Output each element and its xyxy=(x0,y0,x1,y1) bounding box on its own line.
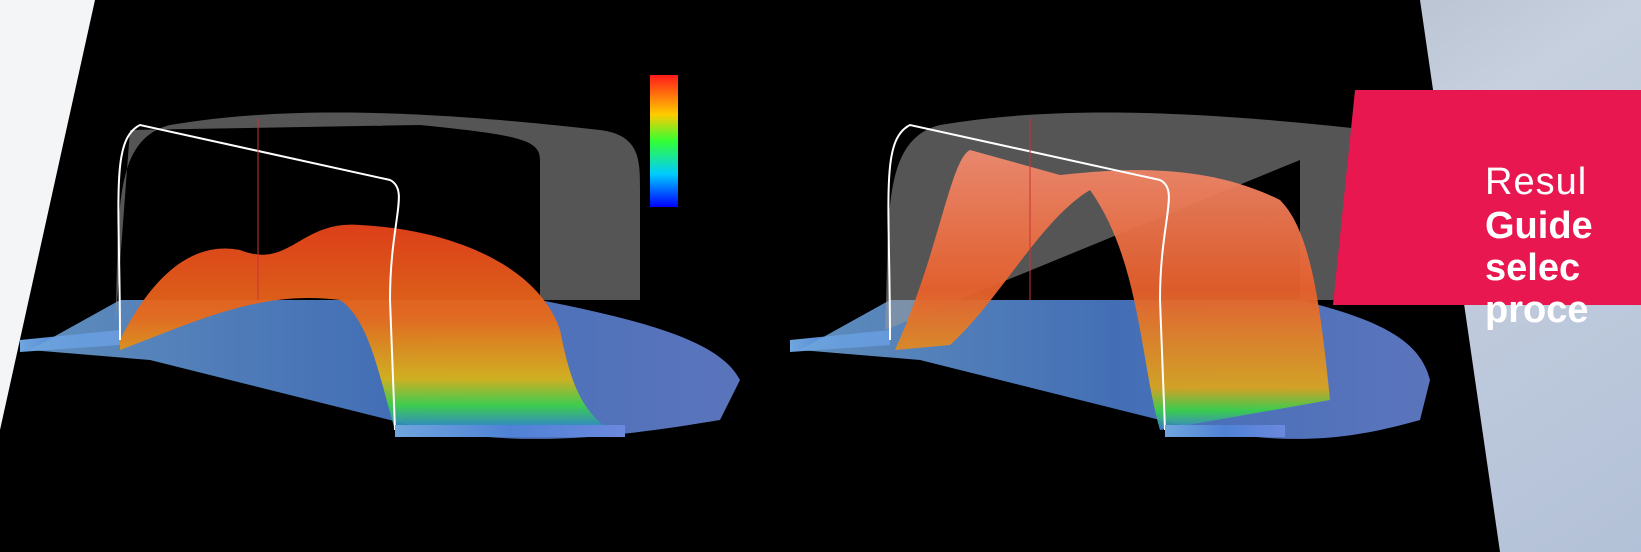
right-model xyxy=(790,112,1430,439)
callout-line: proce xyxy=(1485,289,1589,331)
callout-line: Resul xyxy=(1485,161,1588,203)
left-model xyxy=(20,75,740,439)
callout: Resul Guide selec proce xyxy=(1335,90,1641,330)
callout-line: selec xyxy=(1485,247,1581,289)
callout-box xyxy=(1333,90,1641,305)
callout-line: Guide xyxy=(1485,205,1593,247)
